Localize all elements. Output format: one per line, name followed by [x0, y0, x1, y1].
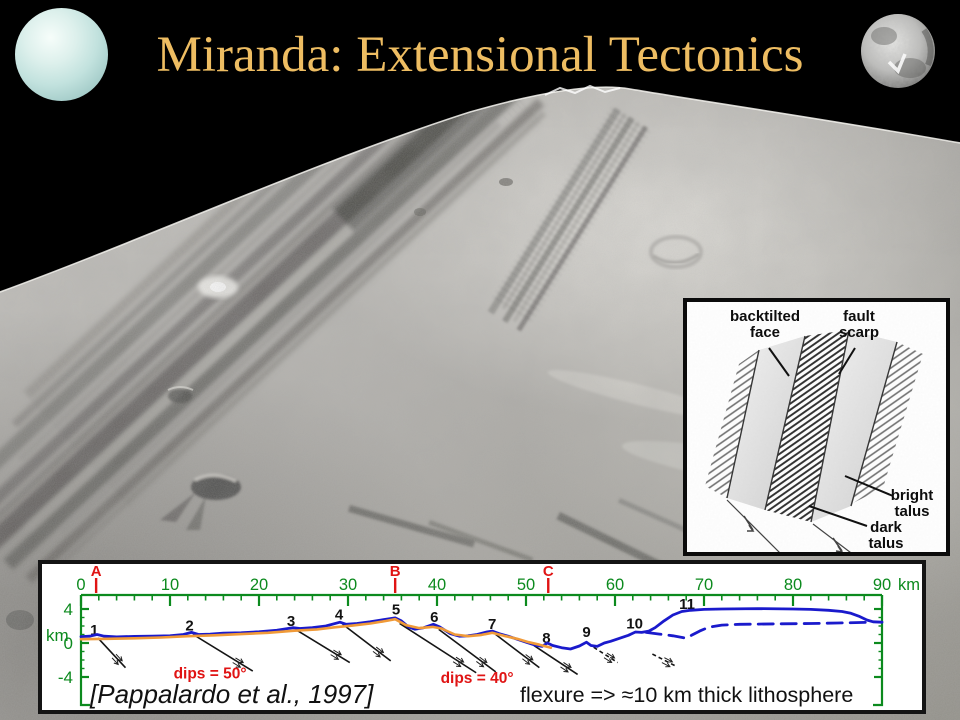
fault-line-3: [295, 628, 351, 664]
x-tick-label: 20: [250, 576, 268, 594]
moon-limb: [0, 86, 960, 293]
marker-label-C: C: [543, 564, 554, 580]
conclusion-text: flexure => ≈10 km thick lithosphere: [520, 683, 853, 707]
fault-number-4: 4: [335, 607, 344, 624]
fault-number-8: 8: [542, 630, 550, 647]
fault-line-2: [192, 633, 254, 672]
inset-label-fault-scarp-2: scarp: [839, 324, 879, 341]
fault-number-1: 1: [90, 622, 98, 639]
slip-arrow: [476, 661, 485, 668]
slip-arrows: [726, 499, 864, 563]
x-tick-label: 40: [428, 576, 446, 594]
y-axis-right: [873, 595, 884, 707]
fault-number-10: 10: [626, 615, 643, 632]
x-tick-label: 60: [606, 576, 624, 594]
x-tick-label: 30: [339, 576, 357, 594]
citation-text: [Pappalardo et al., 1997]: [89, 679, 374, 709]
slip-arrow: [452, 661, 462, 668]
leader-lines: [768, 347, 894, 527]
inset-label-fault-scarp: fault: [843, 308, 875, 325]
inset-label-bright-talus: bright: [891, 487, 934, 504]
limb-crest-highlight: [544, 84, 621, 96]
chevron-feature: [887, 53, 907, 75]
fault-line-5: [399, 622, 477, 674]
slip-arrow: [111, 657, 119, 666]
slide-title: Miranda: Extensional Tectonics: [156, 27, 804, 83]
slip-arrow: [333, 649, 343, 656]
fault-number-2: 2: [185, 618, 193, 635]
slip-arrow: [661, 662, 671, 668]
inset-label-backtilted-face-2: face: [750, 324, 780, 341]
inset-label-dark-talus-2: talus: [868, 535, 903, 552]
profile-series-1: [644, 620, 875, 640]
slip-arrow: [115, 653, 123, 662]
slip-arrow: [603, 657, 613, 664]
fault-number-7: 7: [488, 616, 496, 633]
ridge-sketch: [687, 302, 946, 552]
profile-chart: 0 10 20 30 40 50 60 70 80 90 km 4 0 -4 km A B C 1 2 3 4 5 6 7 8 9 1…: [38, 560, 926, 714]
fault-line-7: [495, 633, 540, 669]
y-axis-left: [79, 595, 90, 707]
fault-number-9: 9: [582, 624, 590, 641]
slip-arrow: [330, 654, 340, 660]
fault-number-5: 5: [392, 601, 400, 618]
slip-arrow: [232, 662, 242, 668]
fault-line-1: [97, 637, 127, 669]
slip-arrow: [522, 658, 531, 665]
y-tick-label: 0: [64, 634, 73, 653]
x-tick-label: 50: [517, 576, 535, 594]
y-tick-label: 4: [64, 600, 73, 619]
uranus-image: [15, 8, 108, 101]
miranda-globe-image: [861, 14, 935, 88]
x-tick-label: 10: [161, 576, 179, 594]
slip-arrow: [563, 662, 572, 668]
dip-annotation-1: dips = 40°: [441, 670, 514, 687]
slip-arrow: [479, 656, 488, 664]
fault-number-3: 3: [287, 613, 295, 630]
fault-block-sketch: backtilted face fault scarp bright talus…: [687, 302, 946, 563]
slip-arrow: [372, 650, 381, 658]
slip-arrow: [560, 666, 569, 673]
inset-label-bright-talus-2: talus: [894, 503, 929, 520]
fault-line-4: [342, 623, 392, 662]
slip-arrow: [664, 657, 674, 663]
marker-label-A: A: [91, 564, 102, 580]
fault-line-8: [533, 644, 579, 676]
fault-line-6: [438, 628, 497, 673]
fault-number-11: 11: [679, 596, 695, 613]
slip-arrow: [525, 654, 534, 661]
y-axis-unit: km: [46, 626, 69, 645]
fault-line-10: [652, 653, 676, 667]
x-tick-label: 70: [695, 576, 713, 594]
inset-label-backtilted-face: backtilted: [730, 308, 800, 325]
slip-arrow: [606, 652, 616, 659]
marker-label-B: B: [390, 564, 401, 580]
x-axis-unit: km: [898, 576, 920, 594]
fault-line-9: [593, 646, 619, 664]
x-tick-label: 0: [76, 576, 85, 594]
slip-arrow: [455, 656, 465, 663]
profile-series-2: [79, 617, 553, 649]
inset-label-dark-talus: dark: [870, 519, 902, 536]
slip-arrow: [235, 657, 245, 664]
x-tick-label: 90: [873, 576, 891, 594]
y-tick-label: -4: [58, 668, 73, 687]
x-tick-label: 80: [784, 576, 802, 594]
fault-number-6: 6: [430, 609, 438, 626]
fault-block-diagram: backtilted face fault scarp bright talus…: [683, 298, 950, 563]
dip-annotation-0: dips = 50°: [174, 666, 247, 683]
slip-arrow: [375, 646, 385, 654]
profile-series-0: [79, 607, 884, 651]
